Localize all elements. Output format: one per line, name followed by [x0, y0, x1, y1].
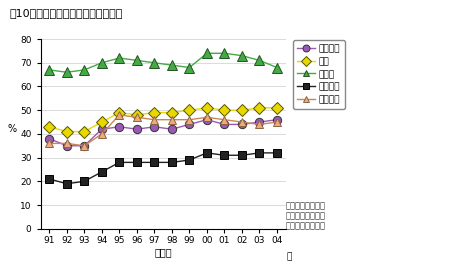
高卒 [274, 106, 280, 110]
大卒女性 [274, 121, 280, 124]
短大等卒 [117, 125, 122, 128]
大卒男性 [257, 151, 262, 155]
短大等卒 [46, 137, 52, 140]
中学卒 [81, 68, 87, 71]
短大等卒 [169, 128, 175, 131]
中学卒 [46, 68, 52, 71]
大卒男性 [134, 161, 140, 164]
中学卒 [64, 71, 69, 74]
大卒女性 [239, 121, 245, 124]
高卒 [99, 121, 104, 124]
大卒女性 [117, 113, 122, 117]
大卒男性 [204, 151, 210, 155]
大卒女性 [187, 118, 192, 121]
Line: 中学卒: 中学卒 [45, 49, 282, 77]
大卒男性 [46, 177, 52, 181]
短大等卒 [204, 118, 210, 121]
Line: 短大等卒: 短大等卒 [45, 116, 281, 150]
大卒男性 [99, 170, 104, 174]
高卒 [134, 113, 140, 117]
高卒 [169, 111, 175, 114]
大卒男性 [117, 161, 122, 164]
大卒男性 [169, 161, 175, 164]
短大等卒 [152, 125, 157, 128]
短大等卒 [274, 118, 280, 121]
中学卒 [134, 59, 140, 62]
Y-axis label: %: % [7, 124, 16, 134]
高卒 [239, 109, 245, 112]
中学卒 [204, 52, 210, 55]
高卒 [46, 125, 52, 128]
中学卒 [239, 54, 245, 57]
大卒女性 [99, 132, 104, 136]
高卒 [187, 109, 192, 112]
大卒女性 [257, 123, 262, 126]
X-axis label: 卒業年: 卒業年 [154, 247, 172, 258]
短大等卒 [99, 128, 104, 131]
Line: 大卒女性: 大卒女性 [45, 111, 281, 150]
短大等卒 [134, 128, 140, 131]
短大等卒 [222, 123, 227, 126]
大卒女性 [152, 118, 157, 121]
大卒男性 [222, 153, 227, 157]
Text: 年: 年 [287, 252, 292, 261]
短大等卒 [239, 123, 245, 126]
大卒女性 [64, 142, 69, 145]
Line: 大卒男性: 大卒男性 [45, 149, 281, 188]
大卒女性 [222, 118, 227, 121]
中学卒 [117, 56, 122, 60]
高卒 [204, 106, 210, 110]
大卒男性 [187, 158, 192, 162]
中学卒 [152, 61, 157, 64]
高卒 [117, 111, 122, 114]
大卒男性 [64, 182, 69, 185]
大卒男性 [239, 153, 245, 157]
大卒女性 [169, 118, 175, 121]
Text: 図10　学校卒業３年目までの離職率: 図10 学校卒業３年目までの離職率 [9, 8, 122, 18]
短大等卒 [187, 123, 192, 126]
中学卒 [222, 52, 227, 55]
大卒女性 [204, 116, 210, 119]
中学卒 [99, 61, 104, 64]
短大等卒 [81, 144, 87, 147]
中学卒 [257, 59, 262, 62]
短大等卒 [64, 144, 69, 147]
大卒女性 [81, 144, 87, 147]
高卒 [257, 106, 262, 110]
Legend: 短大等卒, 高卒, 中学卒, 大卒男性, 大卒女性: 短大等卒, 高卒, 中学卒, 大卒男性, 大卒女性 [292, 40, 345, 109]
Line: 高卒: 高卒 [45, 104, 281, 136]
高卒 [81, 130, 87, 133]
短大等卒 [257, 121, 262, 124]
Text: 厚生労働省「新規
学卒就職者の離職
就職状況調査」他: 厚生労働省「新規 学卒就職者の離職 就職状況調査」他 [286, 201, 326, 231]
高卒 [222, 109, 227, 112]
中学卒 [187, 66, 192, 69]
中学卒 [274, 66, 280, 69]
高卒 [152, 111, 157, 114]
大卒男性 [81, 180, 87, 183]
大卒男性 [152, 161, 157, 164]
高卒 [64, 130, 69, 133]
大卒女性 [134, 116, 140, 119]
中学卒 [169, 64, 175, 67]
大卒男性 [274, 151, 280, 155]
大卒女性 [46, 142, 52, 145]
